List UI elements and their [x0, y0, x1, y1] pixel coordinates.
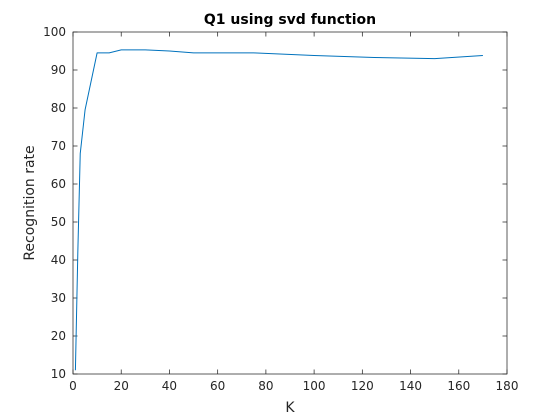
y-tick-label: 10	[51, 367, 66, 381]
y-axis-label: Recognition rate	[22, 145, 38, 260]
x-tick-label: 140	[399, 379, 422, 393]
y-tick-label: 100	[43, 25, 66, 39]
plot-area-background	[73, 32, 507, 374]
x-tick-label: 80	[258, 379, 273, 393]
y-tick-label: 60	[51, 177, 66, 191]
y-tick-label: 90	[51, 63, 66, 77]
chart-title: Q1 using svd function	[204, 12, 376, 28]
x-tick-label: 160	[447, 379, 470, 393]
x-tick-label: 60	[210, 379, 225, 393]
series-line-0	[74, 49, 483, 371]
x-axis-label: K	[285, 400, 295, 416]
plot-area-box	[72, 31, 508, 375]
x-tick-label: 0	[69, 379, 77, 393]
y-tick-label: 30	[51, 291, 66, 305]
y-tick-label: 50	[51, 215, 66, 229]
x-tick-label: 120	[351, 379, 374, 393]
x-tick-label: 100	[303, 379, 326, 393]
y-tick-label: 80	[51, 101, 66, 115]
x-tick-label: 180	[496, 379, 519, 393]
y-tick-label: 70	[51, 139, 66, 153]
y-tick-label: 40	[51, 253, 66, 267]
tick-labels: 0 20 40 60 80 100 120 140 160 180 10 20 30 40 50 60 70 80…	[43, 25, 518, 393]
x-tick-label: 20	[114, 379, 129, 393]
series-layer	[74, 49, 483, 371]
x-tick-label: 40	[162, 379, 177, 393]
y-tick-label: 20	[51, 329, 66, 343]
